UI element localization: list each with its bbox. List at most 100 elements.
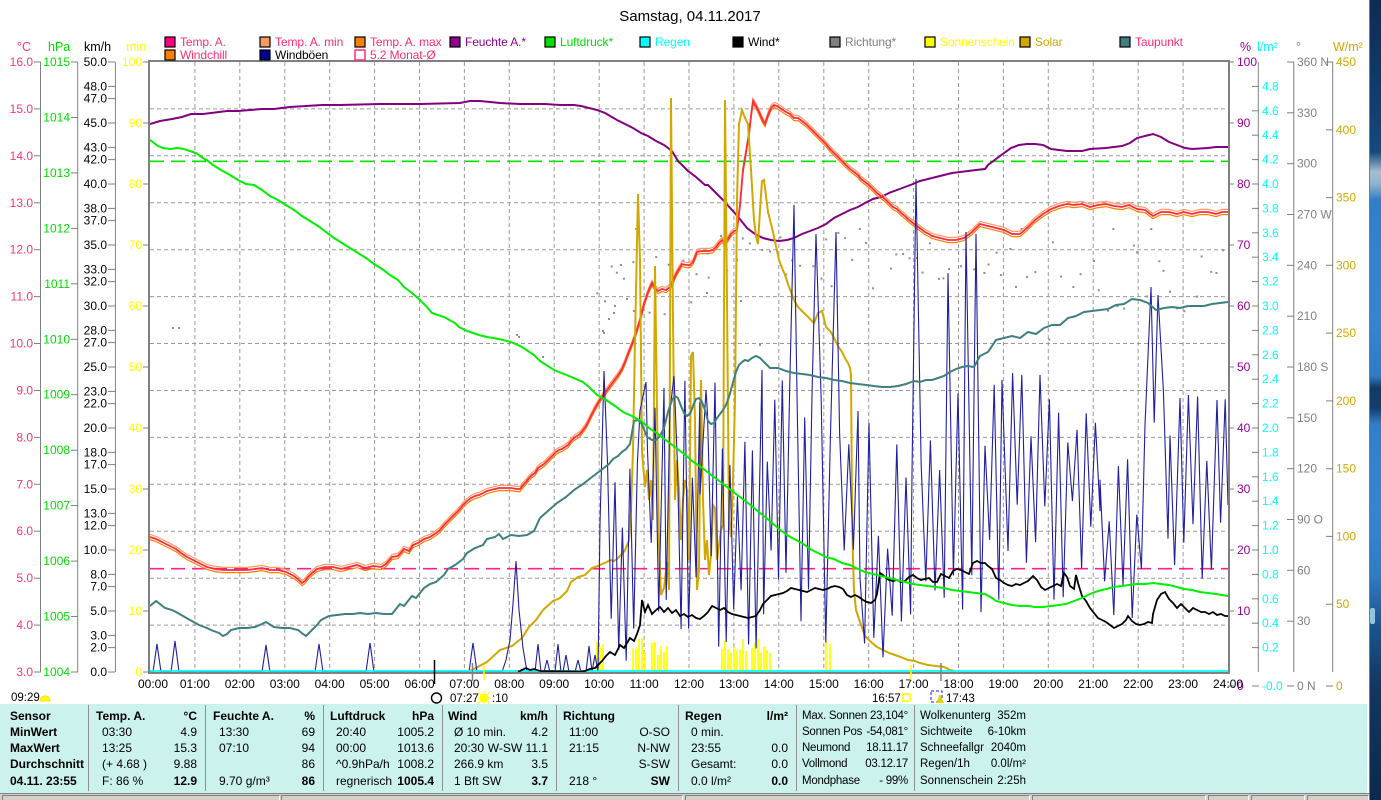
- svg-text:25.0: 25.0: [84, 360, 108, 374]
- svg-text:3.2: 3.2: [1262, 275, 1279, 289]
- svg-text:5.2 Monat-Ø: 5.2 Monat-Ø: [370, 48, 436, 62]
- svg-text:6.0: 6.0: [16, 524, 33, 538]
- svg-text:0.8: 0.8: [1262, 567, 1279, 581]
- svg-text:Taupunkt: Taupunkt: [1135, 35, 1184, 49]
- svg-text:1006: 1006: [43, 554, 70, 568]
- svg-text:1.6: 1.6: [1262, 470, 1279, 484]
- svg-text:3.4: 3.4: [1262, 250, 1279, 264]
- svg-text:240: 240: [1297, 258, 1317, 272]
- svg-text:Windchill: Windchill: [180, 48, 227, 62]
- svg-text:330: 330: [1297, 106, 1317, 120]
- svg-text:1005: 1005: [43, 610, 70, 624]
- svg-text:0.0: 0.0: [90, 665, 107, 679]
- svg-text:1010: 1010: [43, 332, 70, 346]
- svg-text:07:00: 07:00: [449, 677, 479, 691]
- svg-text:12.0: 12.0: [10, 243, 34, 257]
- svg-text:100: 100: [1336, 529, 1356, 543]
- svg-text:50: 50: [1336, 597, 1350, 611]
- svg-text:100: 100: [1237, 55, 1257, 69]
- svg-text:180 S: 180 S: [1297, 360, 1328, 374]
- svg-text:0.2: 0.2: [1262, 641, 1279, 655]
- svg-text:300: 300: [1297, 157, 1317, 171]
- svg-text:150: 150: [1336, 462, 1356, 476]
- svg-text:01:00: 01:00: [180, 677, 210, 691]
- svg-text:min: min: [126, 40, 146, 54]
- svg-text:05:00: 05:00: [360, 677, 390, 691]
- svg-text:35.0: 35.0: [84, 238, 108, 252]
- svg-text:40.0: 40.0: [84, 177, 108, 191]
- svg-text:08:00: 08:00: [494, 677, 524, 691]
- svg-text:45.0: 45.0: [84, 116, 108, 130]
- svg-text:5.0: 5.0: [90, 604, 107, 618]
- svg-text:12.0: 12.0: [84, 519, 108, 533]
- svg-text:15.0: 15.0: [10, 102, 34, 116]
- svg-text:2.4: 2.4: [1262, 372, 1279, 386]
- svg-text:38.0: 38.0: [84, 201, 108, 215]
- svg-text:43.0: 43.0: [84, 140, 108, 154]
- svg-text:0: 0: [135, 665, 142, 679]
- svg-text:33.0: 33.0: [84, 262, 108, 276]
- svg-text:13:00: 13:00: [719, 677, 749, 691]
- svg-text:50.0: 50.0: [84, 55, 108, 69]
- svg-text:17:00: 17:00: [899, 677, 929, 691]
- svg-text:hPa: hPa: [48, 40, 70, 54]
- svg-text:1.8: 1.8: [1262, 445, 1279, 459]
- svg-text:2.0: 2.0: [90, 641, 107, 655]
- svg-text:11:00: 11:00: [630, 677, 659, 691]
- svg-text:8.0: 8.0: [16, 430, 33, 444]
- svg-text:50: 50: [1237, 360, 1251, 374]
- svg-text:1012: 1012: [43, 221, 70, 235]
- svg-text:1015: 1015: [43, 55, 70, 69]
- svg-text::10: :10: [492, 693, 508, 705]
- svg-text:70: 70: [1237, 238, 1251, 252]
- svg-text:150: 150: [1297, 411, 1317, 425]
- svg-text:90 O: 90 O: [1297, 513, 1323, 527]
- svg-text:3.0: 3.0: [1262, 299, 1279, 313]
- svg-text:4.2: 4.2: [1262, 153, 1279, 167]
- svg-text:18:00: 18:00: [943, 677, 973, 691]
- svg-text:09:29: 09:29: [11, 692, 40, 704]
- svg-text:23.0: 23.0: [84, 384, 108, 398]
- svg-text:l/m²: l/m²: [1257, 40, 1278, 54]
- svg-text:28.0: 28.0: [84, 323, 108, 337]
- svg-text:60: 60: [1237, 299, 1251, 313]
- svg-text:40: 40: [1237, 421, 1251, 435]
- svg-text:°C: °C: [17, 40, 31, 54]
- svg-text:1013: 1013: [43, 166, 70, 180]
- svg-text:120: 120: [1297, 462, 1317, 476]
- svg-text:19:00: 19:00: [988, 677, 1018, 691]
- svg-text:30: 30: [129, 482, 143, 496]
- svg-text:32.0: 32.0: [84, 275, 108, 289]
- svg-text:30.0: 30.0: [84, 299, 108, 313]
- svg-text:Solar: Solar: [1035, 35, 1063, 49]
- svg-text:5.0: 5.0: [16, 571, 33, 585]
- svg-text:20.0: 20.0: [84, 421, 108, 435]
- svg-text:1007: 1007: [43, 499, 70, 513]
- svg-text:km/h: km/h: [84, 40, 111, 54]
- svg-text:23:00: 23:00: [1168, 677, 1198, 691]
- svg-text:4.8: 4.8: [1262, 79, 1279, 93]
- svg-text:14.0: 14.0: [10, 149, 34, 163]
- svg-text:1009: 1009: [43, 388, 70, 402]
- svg-text:0.4: 0.4: [1262, 616, 1279, 630]
- svg-text:06:00: 06:00: [404, 677, 434, 691]
- svg-text:8.0: 8.0: [90, 567, 107, 581]
- svg-text:40: 40: [129, 421, 143, 435]
- svg-text:42.0: 42.0: [84, 153, 108, 167]
- svg-text:1008: 1008: [43, 443, 70, 457]
- svg-text:0: 0: [1237, 679, 1244, 693]
- svg-text:14:00: 14:00: [764, 677, 794, 691]
- svg-text:450: 450: [1336, 55, 1356, 69]
- svg-text:12:00: 12:00: [674, 677, 704, 691]
- svg-text:90: 90: [129, 116, 143, 130]
- svg-text:20:00: 20:00: [1033, 677, 1063, 691]
- svg-text:10:00: 10:00: [584, 677, 614, 691]
- svg-text:70: 70: [129, 238, 143, 252]
- svg-text:1011: 1011: [44, 277, 70, 291]
- svg-text:10.0: 10.0: [10, 337, 34, 351]
- svg-text:24:00: 24:00: [1213, 677, 1243, 691]
- svg-text:0.6: 0.6: [1262, 592, 1279, 606]
- svg-text:Richtung*: Richtung*: [845, 35, 897, 49]
- svg-text:22.0: 22.0: [84, 397, 108, 411]
- svg-text:0 N: 0 N: [1297, 679, 1316, 693]
